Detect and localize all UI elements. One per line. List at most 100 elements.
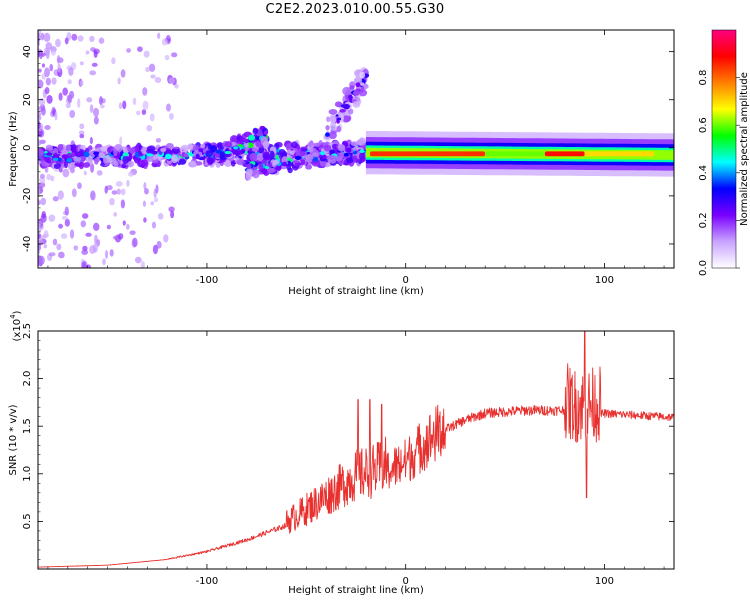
spectral-blob <box>328 131 337 140</box>
spectral-blob <box>251 146 259 152</box>
spectral-blob <box>210 144 218 153</box>
y-tick-label: 2.0 <box>22 371 33 387</box>
y-tick-label: 1.0 <box>22 466 33 482</box>
spectral-core <box>74 152 81 157</box>
noise-speckle <box>144 188 149 195</box>
spectrogram-x-ticks: -100 0 100 <box>47 30 665 286</box>
spectral-blob <box>99 146 108 152</box>
noise-speckle <box>146 124 153 132</box>
snr-y-axis-label: SNR (10 * v/v) <box>8 404 19 475</box>
noise-speckle <box>174 83 179 89</box>
noise-speckle <box>163 234 169 243</box>
noise-speckle <box>54 111 58 121</box>
noise-speckle <box>51 77 57 85</box>
noise-speckle <box>132 237 138 248</box>
noise-speckle <box>79 80 84 87</box>
spectral-blob <box>358 89 368 97</box>
spectral-blob <box>359 71 366 79</box>
spectral-blob <box>352 101 361 108</box>
noise-speckle <box>41 63 45 68</box>
noise-speckle <box>93 50 98 58</box>
spectral-core <box>215 149 223 154</box>
spectral-core <box>336 117 342 121</box>
noise-speckle <box>86 97 93 103</box>
spectral-core <box>348 94 353 100</box>
noise-speckle <box>44 67 50 78</box>
y-tick-label: 20 <box>22 93 33 106</box>
spectral-blob <box>205 150 213 158</box>
noise-speckle <box>43 47 51 56</box>
spectral-blob <box>38 149 45 156</box>
noise-speckle <box>134 256 142 264</box>
spectrogram-panel: -100 0 100 -40 -20 0 20 40 Height of straight … <box>8 29 675 297</box>
noise-speckle <box>150 74 156 79</box>
noise-speckle <box>142 100 149 111</box>
spectral-blob <box>336 125 341 133</box>
noise-speckle <box>129 230 136 235</box>
spectral-core <box>183 153 189 158</box>
noise-speckle <box>65 103 71 109</box>
spectral-blob <box>337 144 346 152</box>
noise-speckle <box>83 170 87 176</box>
noise-speckle <box>96 239 101 247</box>
noise-speckle <box>50 50 56 56</box>
noise-speckle <box>79 61 84 66</box>
noise-speckle <box>60 233 68 239</box>
noise-speckle <box>71 188 77 198</box>
noise-speckle <box>64 218 70 227</box>
noise-speckle <box>157 32 161 40</box>
noise-speckle <box>38 199 43 205</box>
noise-speckle <box>38 120 41 130</box>
spectral-blob <box>347 108 354 115</box>
noise-speckle <box>109 197 115 206</box>
spectral-blob <box>187 161 197 168</box>
x-tick-label: -100 <box>196 275 219 286</box>
spectral-core <box>293 160 300 164</box>
noise-speckle <box>153 197 159 203</box>
noise-speckle <box>113 212 117 217</box>
spectral-blob <box>171 148 180 154</box>
noise-speckle <box>40 197 47 206</box>
spectral-blob <box>183 147 189 153</box>
spectral-core <box>320 151 326 156</box>
spectral-core <box>52 157 59 161</box>
colorbar-gradient <box>711 29 737 269</box>
spectral-blob <box>286 163 292 171</box>
spectral-core <box>66 157 73 163</box>
spectral-blob <box>46 159 52 164</box>
spectral-blob <box>262 158 267 165</box>
y-tick-label: 1.5 <box>22 418 33 434</box>
spectral-blob <box>141 146 148 155</box>
snr-y-ticks: 0.5 1.0 1.5 2.0 2.5 <box>22 323 674 570</box>
noise-speckle <box>52 238 58 246</box>
noise-speckle <box>56 243 62 251</box>
noise-speckle <box>90 190 96 201</box>
spectral-blob <box>121 163 126 169</box>
spectral-blob <box>187 143 193 151</box>
x-tick-label: 100 <box>595 275 614 286</box>
noise-speckle <box>55 38 61 48</box>
noise-speckle <box>79 133 85 139</box>
spectral-streak <box>584 151 655 157</box>
spectral-blob <box>258 162 264 171</box>
noise-speckle <box>41 210 46 219</box>
colorbar-tick-label: 0.8 <box>698 70 709 86</box>
spectral-core <box>135 151 140 158</box>
noise-speckle <box>143 182 147 190</box>
spectral-blob <box>262 140 270 149</box>
spectral-core <box>233 146 239 150</box>
spectral-blob <box>243 142 249 148</box>
noise-speckle <box>67 94 72 104</box>
noise-speckle <box>44 124 51 130</box>
spectral-core <box>345 147 352 153</box>
noise-speckle <box>141 109 147 115</box>
noise-speckle <box>38 98 46 107</box>
noise-speckle <box>43 230 49 237</box>
spectrogram-x-axis-label: Height of straight line (km) <box>288 286 424 297</box>
y-tick-label: 40 <box>22 45 33 58</box>
spectral-blob <box>334 101 343 108</box>
spectral-core <box>359 149 365 154</box>
noise-speckle <box>67 79 72 85</box>
noise-speckle <box>49 63 54 72</box>
noise-speckle <box>127 171 135 177</box>
